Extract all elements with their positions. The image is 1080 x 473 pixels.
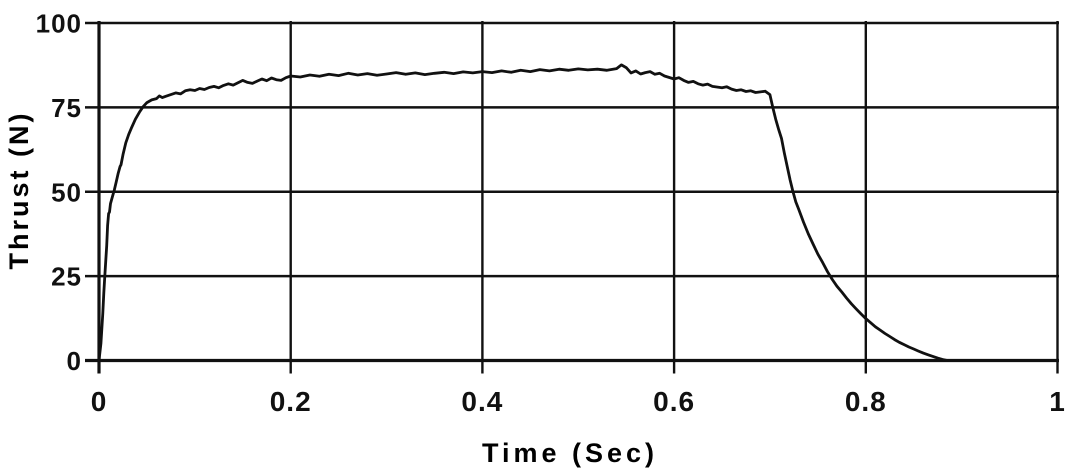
- x-tick-label: 0.6: [653, 386, 695, 417]
- y-tick-label: 100: [36, 9, 82, 39]
- y-tick-label: 0: [67, 346, 82, 376]
- y-tick-label: 50: [51, 177, 82, 207]
- thrust-curve-line: [97, 63, 949, 362]
- tick-label-layer: 0 0.2 0.4 0.6 0.8 1 0 25 50 75 100: [36, 9, 1066, 418]
- x-axis-label: Time (Sec): [482, 438, 658, 468]
- curve-layer: [97, 63, 949, 362]
- x-tick-label: 0.4: [461, 386, 503, 417]
- y-axis-label: Thrust (N): [4, 111, 34, 270]
- x-tick-label: 0.2: [270, 386, 312, 417]
- y-tick-label: 75: [51, 93, 82, 123]
- y-tick-label: 25: [51, 262, 82, 292]
- x-tick-label: 1: [1049, 386, 1066, 417]
- x-tick-label: 0: [91, 386, 108, 417]
- x-tick-label: 0.8: [845, 386, 887, 417]
- grid-layer: [85, 21, 1059, 374]
